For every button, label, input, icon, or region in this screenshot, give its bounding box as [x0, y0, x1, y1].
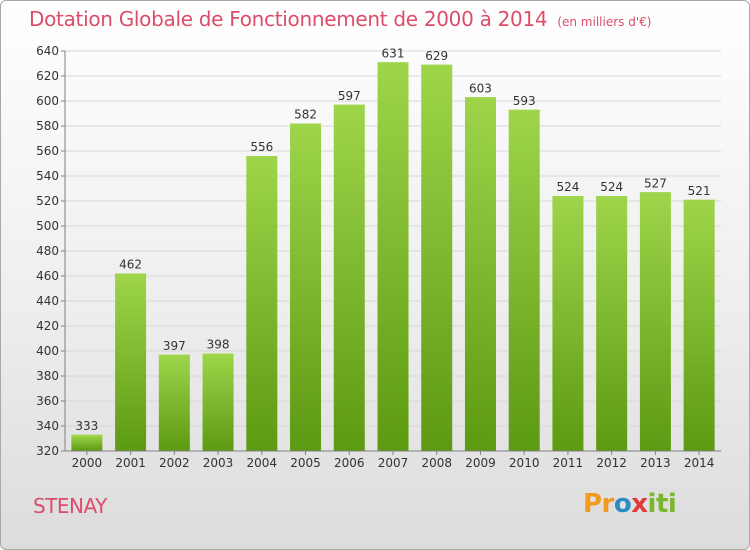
y-tick-label: 500 — [36, 219, 59, 233]
x-tick-label: 2014 — [684, 456, 715, 470]
bar — [552, 196, 584, 451]
bar-value-label: 398 — [207, 338, 230, 352]
x-tick-label: 2010 — [509, 456, 540, 470]
x-tick-label: 2001 — [115, 456, 146, 470]
x-tick-label: 2009 — [465, 456, 496, 470]
bar — [290, 123, 322, 451]
bar — [596, 196, 628, 451]
bar-value-label: 593 — [513, 94, 536, 108]
bar-value-label: 629 — [425, 49, 448, 63]
y-tick-label: 440 — [36, 294, 59, 308]
bar-cap — [421, 64, 453, 67]
bar-cap — [246, 156, 278, 158]
bar-value-label: 582 — [294, 108, 317, 122]
bar-cap — [377, 62, 409, 65]
y-tick-label: 340 — [36, 419, 59, 433]
bar-cap — [683, 199, 715, 202]
x-tick-label: 2013 — [640, 456, 671, 470]
bar — [508, 109, 540, 451]
bar-cap — [464, 97, 496, 100]
y-tick-label: 620 — [36, 69, 59, 83]
bar-cap — [202, 353, 234, 356]
bar — [246, 156, 278, 451]
y-tick-label: 520 — [36, 194, 59, 208]
y-tick-label: 360 — [36, 394, 59, 408]
y-tick-label: 580 — [36, 119, 59, 133]
bar-value-label: 397 — [163, 339, 186, 353]
proxiti-logo[interactable]: Proxiti — [583, 489, 677, 519]
y-tick-label: 540 — [36, 169, 59, 183]
x-tick-label: 2012 — [596, 456, 627, 470]
chart-title: Dotation Globale de Fonctionnement de 20… — [29, 7, 548, 31]
x-tick-label: 2000 — [72, 456, 103, 470]
bar — [158, 354, 190, 451]
x-tick-label: 2005 — [290, 456, 321, 470]
y-tick-label: 320 — [36, 444, 59, 458]
x-tick-label: 2007 — [378, 456, 409, 470]
y-tick-label: 420 — [36, 319, 59, 333]
bar-cap — [639, 192, 671, 195]
bar — [683, 199, 715, 451]
bar-cap — [333, 104, 365, 107]
y-tick-label: 640 — [36, 44, 59, 58]
bar-value-label: 521 — [688, 184, 711, 198]
logo-part-2: o — [613, 489, 632, 519]
bar-value-label: 556 — [250, 140, 273, 154]
bar — [421, 64, 453, 451]
bar — [71, 434, 103, 451]
bar-value-label: 462 — [119, 258, 142, 272]
bar-cap — [158, 354, 190, 357]
bar-cap — [596, 196, 628, 198]
x-tick-label: 2002 — [159, 456, 190, 470]
bar — [333, 104, 365, 451]
y-tick-label: 480 — [36, 244, 59, 258]
chart-title-block: Dotation Globale de Fonctionnement de 20… — [29, 7, 651, 31]
bar-cap — [508, 109, 540, 112]
logo-part-4: iti — [647, 489, 677, 519]
bar — [202, 353, 234, 451]
bar-value-label: 597 — [338, 89, 361, 103]
y-tick-label: 560 — [36, 144, 59, 158]
bar-cap — [71, 434, 103, 437]
x-tick-label: 2003 — [203, 456, 234, 470]
x-tick-label: 2008 — [421, 456, 452, 470]
y-tick-label: 600 — [36, 94, 59, 108]
bar-value-label: 333 — [75, 419, 98, 433]
bar-cap — [290, 123, 322, 126]
bar-value-label: 603 — [469, 81, 492, 95]
logo-part-3: x — [631, 489, 648, 519]
y-tick-label: 460 — [36, 269, 59, 283]
x-tick-label: 2011 — [553, 456, 584, 470]
place-name: STENAY — [33, 494, 107, 518]
bar — [115, 273, 147, 451]
y-tick-label: 400 — [36, 344, 59, 358]
y-tick-label: 380 — [36, 369, 59, 383]
x-tick-label: 2006 — [334, 456, 365, 470]
chart-unit-note: (en milliers d'€) — [557, 15, 652, 29]
bar-value-label: 524 — [600, 180, 623, 194]
bar-value-label: 631 — [382, 46, 405, 60]
bar — [377, 62, 409, 451]
bar-cap — [115, 273, 147, 276]
bar — [464, 97, 496, 451]
bar — [639, 192, 671, 451]
bar-value-label: 527 — [644, 176, 667, 190]
x-tick-label: 2004 — [247, 456, 278, 470]
bar-value-label: 524 — [556, 180, 579, 194]
bar-cap — [552, 196, 584, 198]
logo-part-1: Pr — [583, 489, 614, 519]
